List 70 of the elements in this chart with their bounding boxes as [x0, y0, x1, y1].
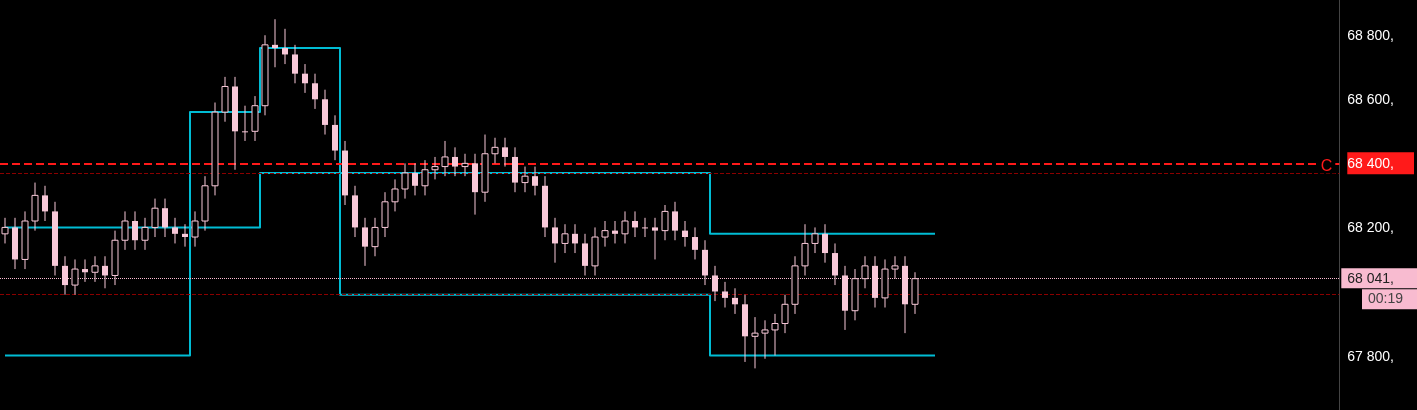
- candlestick: [502, 137, 508, 168]
- candlestick: [811, 226, 819, 254]
- candlestick: [441, 140, 449, 177]
- candlestick: [121, 210, 129, 251]
- candlestick: [371, 217, 379, 257]
- candlestick: [751, 316, 759, 369]
- candlestick: [141, 217, 149, 251]
- candlestick: [191, 210, 199, 248]
- candlestick: [761, 319, 769, 360]
- candlestick: [452, 146, 458, 177]
- candlestick: [391, 178, 399, 212]
- y-tick-label: 68 400,: [1347, 155, 1395, 172]
- candlestick: [421, 159, 429, 196]
- candlestick: [582, 233, 588, 276]
- candlestick: [621, 210, 629, 244]
- candlestick: [572, 223, 578, 254]
- candlestick: [162, 198, 168, 238]
- candlestick: [401, 162, 409, 200]
- candlestick: [692, 226, 698, 260]
- candlestick: [861, 255, 869, 289]
- candlestick: [102, 255, 108, 289]
- candlestick: [652, 217, 658, 260]
- candlestick: [661, 204, 669, 241]
- candlestick: [292, 44, 298, 84]
- candlestick: [491, 137, 499, 164]
- candlestick: [822, 223, 828, 264]
- candlestick: [42, 185, 48, 222]
- candlestick: [722, 281, 728, 308]
- candlestick: [832, 242, 838, 286]
- candlestick: [532, 166, 538, 196]
- candlestick: [172, 217, 178, 244]
- candlestick: [91, 255, 99, 283]
- candlestick: [891, 255, 899, 280]
- candlestick: [601, 220, 609, 248]
- ref-line-label: C: [1320, 156, 1333, 174]
- candlestick: [412, 162, 418, 196]
- candlestick: [712, 265, 718, 302]
- candlestick: [182, 223, 188, 248]
- text: 00:19: [1368, 290, 1404, 307]
- ref-line-label: 68 041,: [1347, 270, 1395, 287]
- candlestick: [431, 156, 439, 180]
- candlestick: [561, 223, 569, 254]
- candlestick: [642, 217, 648, 238]
- candlestick: [732, 287, 738, 315]
- candlestick: [801, 223, 809, 276]
- candlestick: [771, 313, 779, 357]
- candlestick: [521, 166, 529, 193]
- candlestick: [1, 217, 9, 244]
- candlestick: [151, 198, 159, 238]
- candlestick: [552, 217, 558, 264]
- candlestick: [71, 258, 79, 296]
- candlestick: [302, 63, 308, 94]
- candlestick: [781, 294, 789, 334]
- y-tick-label: 68 600,: [1347, 91, 1395, 108]
- candlestick: [312, 73, 318, 110]
- y-tick-label: 67 800,: [1347, 347, 1395, 364]
- candlestick: [362, 217, 368, 267]
- candlestick: [82, 258, 88, 283]
- candlestick: [242, 105, 248, 142]
- candlestick: [282, 28, 288, 65]
- y-tick-label: 68 200,: [1347, 219, 1395, 236]
- candlestick: [461, 153, 469, 177]
- candlestick: [672, 201, 678, 241]
- candlestick: [632, 210, 638, 238]
- candlestick: [132, 210, 138, 251]
- candlestick: [62, 255, 68, 296]
- candlestick: [272, 18, 278, 68]
- y-tick-label: 68 800,: [1347, 27, 1395, 44]
- candlestick: [612, 220, 618, 244]
- candlestick: [682, 220, 688, 248]
